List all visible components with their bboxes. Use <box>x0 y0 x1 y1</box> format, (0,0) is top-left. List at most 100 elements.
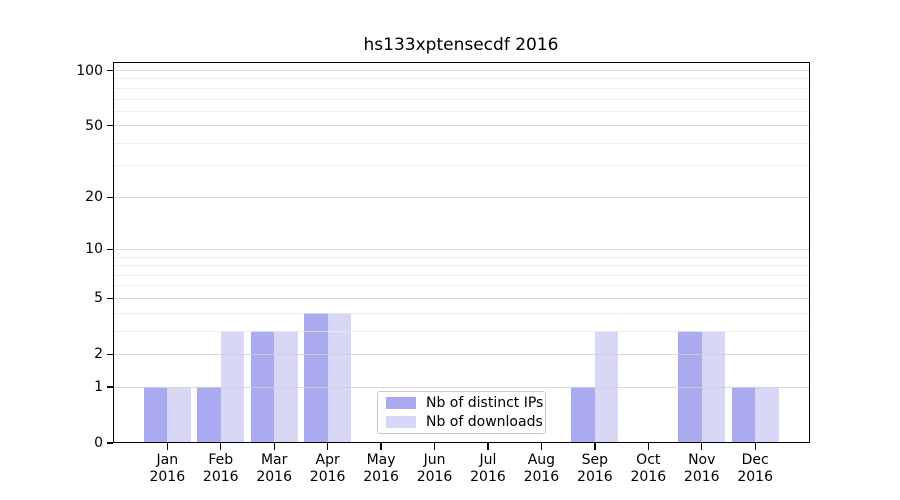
x-tick-month: Feb <box>208 452 234 468</box>
gridline-y-9-minor <box>113 256 810 258</box>
bar-nb-of-distinct-ips-sep-2016 <box>571 387 595 443</box>
y-tick-2 <box>106 353 113 355</box>
bar-nb-of-distinct-ips-apr-2016 <box>304 313 328 443</box>
gridline-y-7-minor <box>113 274 810 276</box>
gridline-y-10 <box>113 248 810 251</box>
x-tick-month: Mar <box>260 452 288 468</box>
bar-nb-of-downloads-jan-2016 <box>167 387 191 443</box>
x-tick-label-oct-2016: Oct 2016 <box>630 452 666 485</box>
x-tick-year: 2016 <box>683 468 720 485</box>
y-tick-label-20: 20 <box>85 189 103 206</box>
x-tick-month: Oct <box>636 452 661 468</box>
x-tick-month: May <box>366 452 396 468</box>
x-tick-aug-2016 <box>540 443 543 450</box>
gridline-y-60-minor <box>113 110 810 112</box>
gridline-y-1 <box>113 386 810 388</box>
x-tick-apr-2016 <box>326 443 329 450</box>
x-tick-year: 2016 <box>363 468 399 485</box>
y-tick-5 <box>106 297 113 300</box>
x-tick-label-nov-2016: Nov 2016 <box>684 452 720 485</box>
y-tick-label-10: 10 <box>85 241 103 258</box>
x-tick-nov-2016 <box>701 443 703 450</box>
x-tick-year: 2016 <box>256 468 293 485</box>
x-tick-month: Jun <box>423 452 446 468</box>
x-tick-label-jan-2016: Jan 2016 <box>149 452 185 485</box>
legend-swatch-downloads <box>386 416 416 428</box>
legend: Nb of distinct IPs Nb of downloads <box>377 391 546 434</box>
y-tick-label-50: 50 <box>85 117 103 134</box>
x-tick-label-feb-2016: Feb 2016 <box>203 452 239 485</box>
bar-nb-of-distinct-ips-dec-2016 <box>731 387 756 443</box>
gridline-y-90-minor <box>113 78 810 80</box>
x-tick-label-may-2016: May 2016 <box>363 452 399 485</box>
gridline-y-70-minor <box>113 98 810 100</box>
y-tick-1 <box>106 386 113 388</box>
y-tick-label-2: 2 <box>94 346 103 363</box>
x-tick-year: 2016 <box>470 468 506 485</box>
gridline-y-4-minor <box>113 312 810 314</box>
x-tick-month: Apr <box>315 452 340 468</box>
x-tick-year: 2016 <box>523 468 560 485</box>
x-tick-year: 2016 <box>416 468 453 485</box>
gridline-y-40-minor <box>113 142 810 144</box>
y-tick-0 <box>106 442 113 444</box>
x-tick-year: 2016 <box>309 468 346 485</box>
x-tick-month: Nov <box>688 452 716 468</box>
bar-nb-of-distinct-ips-jan-2016 <box>143 387 168 443</box>
x-tick-may-2016 <box>380 443 382 450</box>
gridline-y-30-minor <box>113 165 810 167</box>
gridline-y-6-minor <box>113 285 810 287</box>
x-tick-sep-2016 <box>594 443 596 450</box>
gridline-y-50 <box>113 125 810 127</box>
legend-label-distinct-ips: Nb of distinct IPs <box>426 395 544 411</box>
legend-label-downloads: Nb of downloads <box>426 414 543 430</box>
gridline-y-100 <box>113 70 810 72</box>
x-tick-label-dec-2016: Dec 2016 <box>737 452 773 485</box>
legend-item-downloads: Nb of downloads <box>378 414 545 430</box>
gridline-y-5 <box>113 297 810 300</box>
y-tick-50 <box>106 125 113 127</box>
legend-swatch-distinct-ips <box>386 397 416 409</box>
y-tick-label-5: 5 <box>94 290 103 307</box>
chart-title: hs133xptensecdf 2016 <box>363 35 559 55</box>
gridline-y-20 <box>113 196 810 198</box>
x-tick-year: 2016 <box>630 468 667 485</box>
y-tick-label-1: 1 <box>94 378 103 395</box>
x-tick-month: Sep <box>581 452 609 468</box>
x-tick-dec-2016 <box>754 443 756 450</box>
y-tick-label-100: 100 <box>76 62 103 79</box>
x-tick-year: 2016 <box>149 468 186 485</box>
x-tick-label-aug-2016: Aug 2016 <box>524 452 560 485</box>
gridline-y-2 <box>113 353 810 356</box>
x-tick-month: Jul <box>479 452 497 468</box>
bar-nb-of-downloads-apr-2016 <box>327 313 352 443</box>
y-tick-20 <box>106 196 113 198</box>
x-tick-feb-2016 <box>220 443 222 450</box>
x-tick-jan-2016 <box>166 443 168 450</box>
bar-nb-of-downloads-dec-2016 <box>755 387 779 443</box>
gridline-y-80-minor <box>113 87 810 89</box>
x-tick-jul-2016 <box>487 443 489 450</box>
x-tick-year: 2016 <box>577 468 613 485</box>
y-tick-100 <box>106 69 113 72</box>
x-tick-label-jun-2016: Jun 2016 <box>417 452 453 485</box>
x-tick-label-mar-2016: Mar 2016 <box>256 452 292 485</box>
x-tick-month: Dec <box>741 452 769 468</box>
gridline-y-3-minor <box>113 330 810 332</box>
y-tick-label-0: 0 <box>94 434 103 451</box>
x-tick-mar-2016 <box>273 443 275 450</box>
x-tick-jun-2016 <box>433 443 436 450</box>
gridline-y-8-minor <box>113 265 810 267</box>
bar-nb-of-distinct-ips-feb-2016 <box>197 387 221 443</box>
plot-border <box>113 61 810 443</box>
x-tick-oct-2016 <box>647 443 649 450</box>
x-tick-month: Aug <box>527 452 556 468</box>
y-tick-10 <box>106 248 113 251</box>
x-tick-label-apr-2016: Apr 2016 <box>310 452 346 485</box>
x-tick-year: 2016 <box>737 468 774 485</box>
x-tick-label-jul-2016: Jul 2016 <box>470 452 506 485</box>
x-tick-label-sep-2016: Sep 2016 <box>577 452 613 485</box>
